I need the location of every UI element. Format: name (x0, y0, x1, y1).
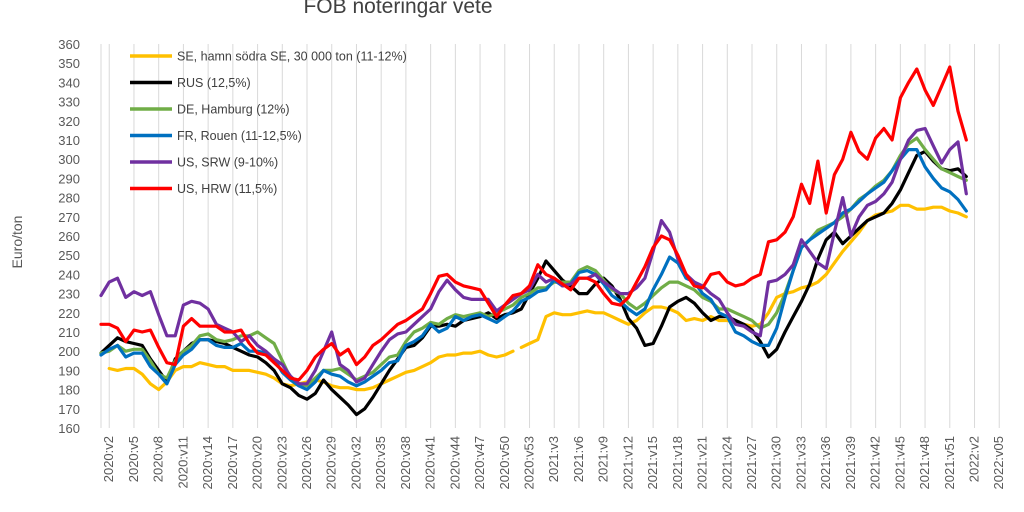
y-tick-label: 290 (58, 171, 80, 186)
y-axis: 160 170 180 190 200 210 220 230 240 250 260 270 280 2… (58, 37, 80, 436)
y-tick-label: 340 (58, 75, 80, 90)
x-tick-label: 2020:v41 (423, 436, 438, 490)
x-tick-label: 2021:v6 (571, 436, 586, 482)
y-tick-label: 200 (58, 344, 80, 359)
y-tick-label: 360 (58, 37, 80, 52)
series-line-2 (99, 149, 968, 417)
y-tick-label: 310 (58, 133, 80, 148)
legend-label: SE, hamn södra SE, 30 000 ton (11-12%) (177, 50, 407, 64)
series-layer (99, 65, 968, 417)
x-tick-label: 2020:v50 (497, 436, 512, 490)
x-tick-label: 2020:v35 (373, 436, 388, 490)
x-tick-label: 2020:v26 (299, 436, 314, 490)
x-tick-label: 2020:v11 (175, 436, 190, 489)
legend-label: US, SRW (9-10%) (177, 156, 278, 170)
y-tick-label: 170 (58, 402, 80, 417)
y-tick-label: 190 (58, 363, 80, 378)
x-tick-label: 2021:v12 (620, 436, 635, 490)
y-tick-label: 220 (58, 306, 80, 321)
y-tick-label: 240 (58, 267, 80, 282)
x-tick-label: 2021:v45 (892, 436, 907, 490)
y-tick-label: 230 (58, 287, 80, 302)
legend-label: RUS (12,5%) (177, 76, 251, 90)
legend-label: FR, Rouen (11-12,5%) (177, 129, 302, 143)
legend-label: US, HRW (11,5%) (177, 182, 277, 196)
x-tick-label: 2020:v2 (101, 436, 116, 482)
x-tick-label: 2021:v3 (546, 436, 561, 482)
x-tick-label: 2022:v05 (991, 436, 1006, 490)
x-tick-label: 2022:v2 (967, 436, 982, 482)
x-tick-label: 2020:v5 (126, 436, 141, 482)
x-tick-label: 2021:v51 (942, 436, 957, 490)
x-tick-label: 2021:v27 (744, 436, 759, 490)
legend-item: DE, Hamburg (12%) (130, 103, 290, 117)
x-tick-label: 2020:v23 (274, 436, 289, 490)
legend-item: FR, Rouen (11-12,5%) (130, 129, 302, 143)
legend-label: DE, Hamburg (12%) (177, 103, 290, 117)
y-tick-label: 180 (58, 383, 80, 398)
x-tick-label: 2021:v18 (670, 436, 685, 490)
y-tick-label: 350 (58, 56, 80, 71)
x-tick-label: 2020:v32 (348, 436, 363, 490)
x-tick-label: 2021:v48 (917, 436, 932, 490)
legend: SE, hamn södra SE, 30 000 ton (11-12%) RU… (130, 50, 407, 196)
y-axis-title: Euro/ton (9, 216, 25, 269)
x-tick-label: 2021:v9 (596, 436, 611, 482)
x-tick-label: 2021:v21 (695, 436, 710, 490)
series-line-1 (107, 203, 968, 392)
series-segment (99, 149, 968, 417)
y-tick-label: 320 (58, 114, 80, 129)
y-tick-label: 250 (58, 248, 80, 263)
series-line-4 (99, 148, 968, 392)
x-tick-label: 2021:v42 (868, 436, 883, 490)
series-segment (99, 148, 968, 392)
y-tick-label: 260 (58, 229, 80, 244)
x-tick-label: 2020:v20 (250, 436, 265, 490)
x-tick-label: 2020:v17 (225, 436, 240, 490)
legend-item: US, SRW (9-10%) (130, 156, 278, 170)
x-tick-label: 2020:v53 (522, 436, 537, 490)
x-axis: 2020:v2 2020:v5 2020:v8 2020:v11 2020:v14 202… (101, 436, 1006, 490)
x-tick-label: 2020:v47 (472, 436, 487, 490)
y-tick-label: 210 (58, 325, 80, 340)
x-tick-label: 2020:v44 (447, 436, 462, 490)
series-segment (99, 65, 968, 382)
y-tick-label: 330 (58, 95, 80, 110)
legend-item: RUS (12,5%) (130, 76, 251, 90)
legend-item: US, HRW (11,5%) (130, 182, 277, 196)
x-tick-label: 2020:v38 (398, 436, 413, 490)
y-tick-label: 280 (58, 191, 80, 206)
x-tick-label: 2021:v36 (818, 436, 833, 490)
x-tick-label: 2020:v8 (151, 436, 166, 482)
x-tick-label: 2021:v24 (719, 436, 734, 490)
y-tick-label: 270 (58, 210, 80, 225)
x-tick-label: 2021:v33 (793, 436, 808, 490)
legend-item: SE, hamn södra SE, 30 000 ton (11-12%) (130, 50, 407, 64)
y-tick-label: 300 (58, 152, 80, 167)
x-tick-label: 2020:v29 (324, 436, 339, 490)
x-tick-label: 2021:v30 (769, 436, 784, 490)
x-tick-label: 2021:v39 (843, 436, 858, 490)
x-tick-label: 2020:v14 (200, 436, 215, 490)
chart-title: FOB noteringar vete (303, 0, 492, 18)
x-tick-label: 2021:v15 (645, 436, 660, 490)
series-line-6 (99, 65, 968, 382)
y-tick-label: 160 (58, 421, 80, 436)
